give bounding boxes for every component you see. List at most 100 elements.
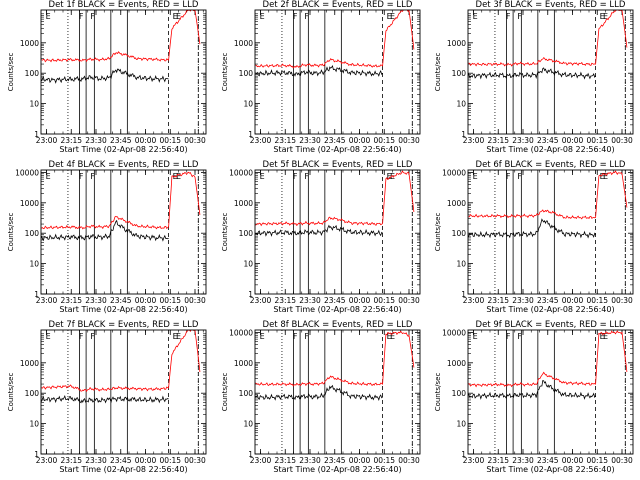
event-marker: E: [173, 12, 178, 21]
y-tick-label: 1000: [447, 199, 466, 208]
x-tick-label: 23:15: [487, 136, 509, 145]
lld-series-line: [468, 170, 628, 220]
event-marker: E: [473, 332, 478, 341]
events-series-line: [468, 67, 596, 80]
event-marker: F: [304, 332, 309, 341]
lld-series-line: [255, 170, 415, 227]
x-tick-label: 00:30: [184, 456, 206, 465]
events-series-line: [41, 68, 169, 84]
x-axis-label: Start Time (02-Apr-08 22:56:40): [273, 305, 401, 314]
event-marker: E: [176, 12, 181, 21]
x-axis-label: Start Time (02-Apr-08 22:56:40): [486, 305, 614, 314]
x-tick-label: 23:30: [85, 136, 107, 145]
event-marker: E: [600, 332, 605, 341]
lld-series-line: [41, 330, 201, 393]
x-tick-label: 00:30: [398, 296, 420, 305]
x-tick-label: 23:45: [537, 296, 559, 305]
events-series-line: [41, 219, 169, 242]
event-marker: E: [260, 12, 265, 21]
y-tick-label: 1000: [234, 39, 253, 48]
x-tick-label: 00:30: [398, 136, 420, 145]
x-axis-label: Start Time (02-Apr-08 22:56:40): [59, 305, 187, 314]
x-tick-label: 00:30: [611, 296, 633, 305]
plot-frame: [40, 169, 207, 295]
y-tick-label: 1: [248, 290, 253, 299]
x-axis-label: Start Time (02-Apr-08 22:56:40): [273, 465, 401, 474]
y-tick-label: 1: [248, 130, 253, 139]
y-tick-label: 10000: [229, 328, 253, 337]
panel-2: Det 2f BLACK = Events, RED = LLD Counts/s…: [221, 0, 421, 154]
x-tick-label: 00:30: [611, 456, 633, 465]
event-marker: E: [600, 12, 605, 21]
event-marker: E: [176, 332, 181, 341]
plot-frame: [467, 9, 634, 135]
x-axis-label: Start Time (02-Apr-08 22:56:40): [486, 145, 614, 154]
x-tick-label: 23:15: [274, 136, 296, 145]
event-marker: E: [176, 172, 181, 181]
x-axis-label: Start Time (02-Apr-08 22:56:40): [59, 465, 187, 474]
x-tick-label: 00:00: [135, 456, 157, 465]
event-marker: E: [390, 12, 395, 21]
event-marker: E: [46, 172, 51, 181]
panel-1: Det 1f BLACK = Events, RED = LLD Counts/s…: [7, 0, 207, 154]
x-tick-label: 00:15: [586, 296, 608, 305]
event-marker: E: [387, 12, 392, 21]
y-tick-label: 10: [29, 420, 39, 429]
plot-frame: [254, 169, 421, 295]
x-tick-label: 23:45: [110, 456, 132, 465]
events-series-line: [255, 224, 383, 237]
y-tick-label: 100: [239, 229, 254, 238]
y-tick-label: 10000: [15, 168, 39, 177]
event-marker: F: [293, 332, 298, 341]
y-tick-label: 10: [456, 260, 466, 269]
event-marker: F: [506, 172, 511, 181]
plot-frame: [254, 9, 421, 135]
x-tick-label: 23:00: [36, 456, 58, 465]
y-axis-label: Counts/sec: [7, 53, 15, 92]
panel-8: Det 8f BLACK = Events, RED = LLD Counts/s…: [221, 320, 421, 474]
y-tick-label: 1000: [234, 359, 253, 368]
event-marker: E: [390, 332, 395, 341]
x-tick-label: 00:15: [586, 456, 608, 465]
y-tick-label: 10: [29, 100, 39, 109]
y-tick-label: 10: [243, 260, 253, 269]
x-tick-label: 00:15: [159, 296, 181, 305]
lld-series-line: [255, 10, 415, 69]
panel-title: Det 6f BLACK = Events, RED = LLD: [476, 160, 626, 170]
panel-title: Det 4f BLACK = Events, RED = LLD: [49, 160, 199, 170]
event-marker: F: [79, 172, 84, 181]
plot-frame: [254, 329, 421, 455]
panel-title: Det 3f BLACK = Events, RED = LLD: [476, 0, 626, 10]
y-tick-label: 1000: [447, 39, 466, 48]
x-tick-label: 23:45: [324, 296, 346, 305]
x-tick-label: 00:15: [159, 136, 181, 145]
x-tick-label: 23:30: [299, 456, 321, 465]
plot-frame: [40, 9, 207, 135]
panel-title: Det 2f BLACK = Events, RED = LLD: [263, 0, 413, 10]
event-marker: F: [79, 12, 84, 21]
y-tick-label: 10: [456, 100, 466, 109]
event-marker: F: [517, 172, 522, 181]
x-tick-label: 00:00: [349, 136, 371, 145]
panel-title: Det 8f BLACK = Events, RED = LLD: [263, 320, 413, 330]
y-tick-label: 100: [239, 69, 254, 78]
x-tick-label: 23:15: [60, 296, 82, 305]
y-tick-label: 1000: [20, 199, 39, 208]
event-marker: F: [517, 12, 522, 21]
y-tick-label: 1: [34, 450, 39, 459]
events-series-line: [468, 218, 596, 239]
x-tick-label: 23:45: [324, 456, 346, 465]
y-tick-label: 1000: [20, 359, 39, 368]
x-tick-label: 23:30: [85, 456, 107, 465]
y-axis-label: Counts/sec: [7, 213, 15, 252]
x-tick-label: 00:30: [398, 456, 420, 465]
event-marker: F: [304, 12, 309, 21]
x-tick-label: 23:45: [324, 136, 346, 145]
x-tick-label: 00:30: [184, 136, 206, 145]
y-tick-label: 1000: [20, 39, 39, 48]
x-tick-label: 23:00: [250, 456, 272, 465]
event-marker: E: [260, 172, 265, 181]
panel-title: Det 1f BLACK = Events, RED = LLD: [49, 0, 199, 10]
y-tick-label: 100: [25, 69, 40, 78]
panel-5: Det 5f BLACK = Events, RED = LLD Counts/s…: [221, 160, 421, 314]
